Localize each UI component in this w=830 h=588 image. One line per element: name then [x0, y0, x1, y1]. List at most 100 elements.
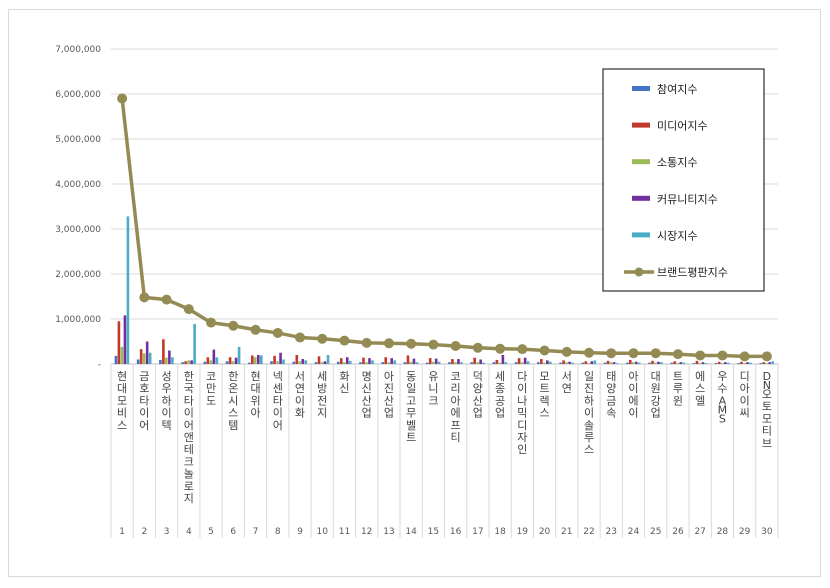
bar: [162, 339, 165, 364]
y-tick-label: 6,000,000: [55, 90, 101, 100]
rank-label: 27: [694, 527, 705, 537]
bar: [590, 361, 594, 364]
bar: [193, 323, 196, 364]
line-point: [517, 344, 528, 355]
bar: [326, 355, 330, 364]
bar: [279, 352, 282, 364]
line-point: [206, 317, 217, 328]
y-tick-label: 4,000,000: [55, 180, 101, 190]
bar: [181, 362, 184, 364]
bar: [523, 357, 527, 364]
rank-label: 14: [405, 527, 417, 537]
bar: [184, 361, 187, 364]
bar: [454, 362, 457, 364]
rank-label: 28: [717, 527, 729, 537]
bar: [159, 359, 162, 364]
rank-label: 25: [650, 527, 661, 537]
line-point: [472, 342, 483, 353]
bar: [187, 360, 190, 364]
bar: [768, 362, 771, 364]
legend-label: 미디어지수: [657, 120, 708, 133]
bar: [339, 358, 343, 364]
legend-box: [602, 68, 765, 292]
bar: [615, 363, 619, 364]
bar: [145, 341, 149, 364]
bar: [336, 361, 340, 364]
line-point: [584, 347, 595, 358]
rank-label: 5: [208, 527, 214, 537]
rank-label: 13: [383, 527, 394, 537]
bar: [415, 362, 419, 364]
bar: [323, 361, 327, 364]
bar: [637, 362, 641, 364]
rank-label: 17: [472, 527, 483, 537]
line-point: [250, 324, 261, 335]
bar: [698, 363, 702, 364]
bar: [136, 359, 140, 364]
bar: [740, 361, 743, 364]
bar: [759, 363, 762, 364]
bar: [359, 362, 362, 364]
bar: [120, 346, 124, 364]
rank-label: 2: [141, 527, 147, 537]
legend-swatch: [632, 86, 650, 91]
bar: [123, 315, 127, 364]
bar: [148, 352, 152, 364]
bar: [648, 362, 651, 364]
line-point: [317, 333, 328, 344]
bar: [381, 362, 385, 364]
bar: [562, 360, 565, 364]
bar: [304, 360, 308, 364]
bar: [673, 361, 677, 364]
bar: [403, 362, 407, 364]
bar: [425, 362, 429, 364]
legend-swatch: [632, 122, 650, 128]
bar: [660, 362, 663, 364]
legend-label: 시장지수: [657, 229, 697, 242]
bar: [365, 362, 368, 364]
bar: [314, 362, 318, 364]
legend-label: 브랜드평판지수: [657, 266, 728, 279]
line-point: [228, 320, 239, 331]
bar: [470, 362, 473, 364]
bar: [612, 362, 616, 364]
bar: [726, 362, 730, 364]
bar: [387, 362, 391, 364]
bar: [190, 360, 193, 364]
bar: [448, 362, 451, 364]
bar: [559, 362, 562, 364]
bar: [676, 363, 680, 364]
bar: [603, 362, 607, 364]
legend-label: 소통지수: [657, 156, 697, 169]
y-tick-label: 7,000,000: [55, 45, 101, 55]
bar: [571, 362, 574, 364]
bar: [701, 362, 705, 364]
y-tick-label: -: [98, 360, 101, 370]
legend-swatch: [632, 159, 650, 165]
bar: [276, 361, 279, 364]
line-point: [117, 93, 128, 104]
rank-label: 7: [253, 527, 259, 537]
bar: [257, 355, 260, 364]
line-point: [272, 327, 283, 338]
bar: [540, 359, 543, 364]
bar: [215, 357, 219, 364]
line-point: [606, 348, 617, 359]
line-point: [717, 350, 728, 361]
line-point: [428, 339, 439, 350]
bar: [714, 363, 718, 364]
